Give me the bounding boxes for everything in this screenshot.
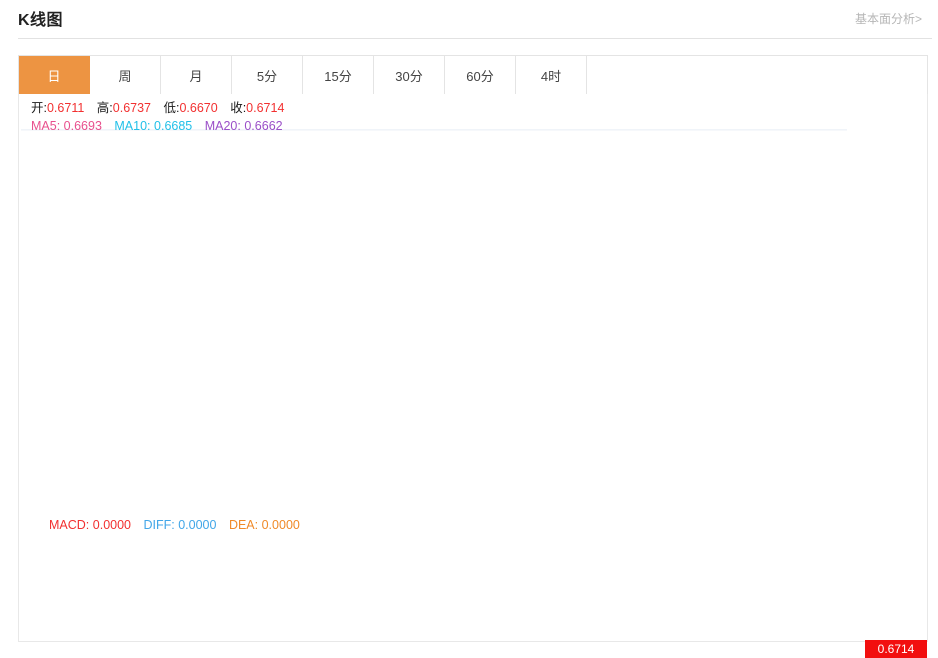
- chart-container[interactable]: 开:0.6711 高:0.6737 低:0.6670 收:0.6714 MA5:…: [18, 94, 928, 658]
- page-header: K线图 基本面分析>: [0, 0, 938, 42]
- tab-月[interactable]: 月: [161, 56, 232, 94]
- tabbar-filler: [587, 56, 927, 94]
- kline-canvas[interactable]: [19, 94, 927, 640]
- tab-周[interactable]: 周: [90, 56, 161, 94]
- tab-60分[interactable]: 60分: [445, 56, 516, 94]
- fundamental-analysis-link[interactable]: 基本面分析>: [854, 12, 922, 26]
- tab-5分[interactable]: 5分: [232, 56, 303, 94]
- tab-15分[interactable]: 15分: [303, 56, 374, 94]
- header-divider: [18, 38, 932, 39]
- tab-日[interactable]: 日: [19, 56, 90, 94]
- page-title: K线图: [18, 12, 64, 29]
- timeframe-tabbar: 日周月 5分 15分 30分 60分 4时: [18, 55, 928, 95]
- tab-30分[interactable]: 30分: [374, 56, 445, 94]
- tab-4时[interactable]: 4时: [516, 56, 587, 94]
- current-price-marker: 0.6714: [865, 640, 927, 658]
